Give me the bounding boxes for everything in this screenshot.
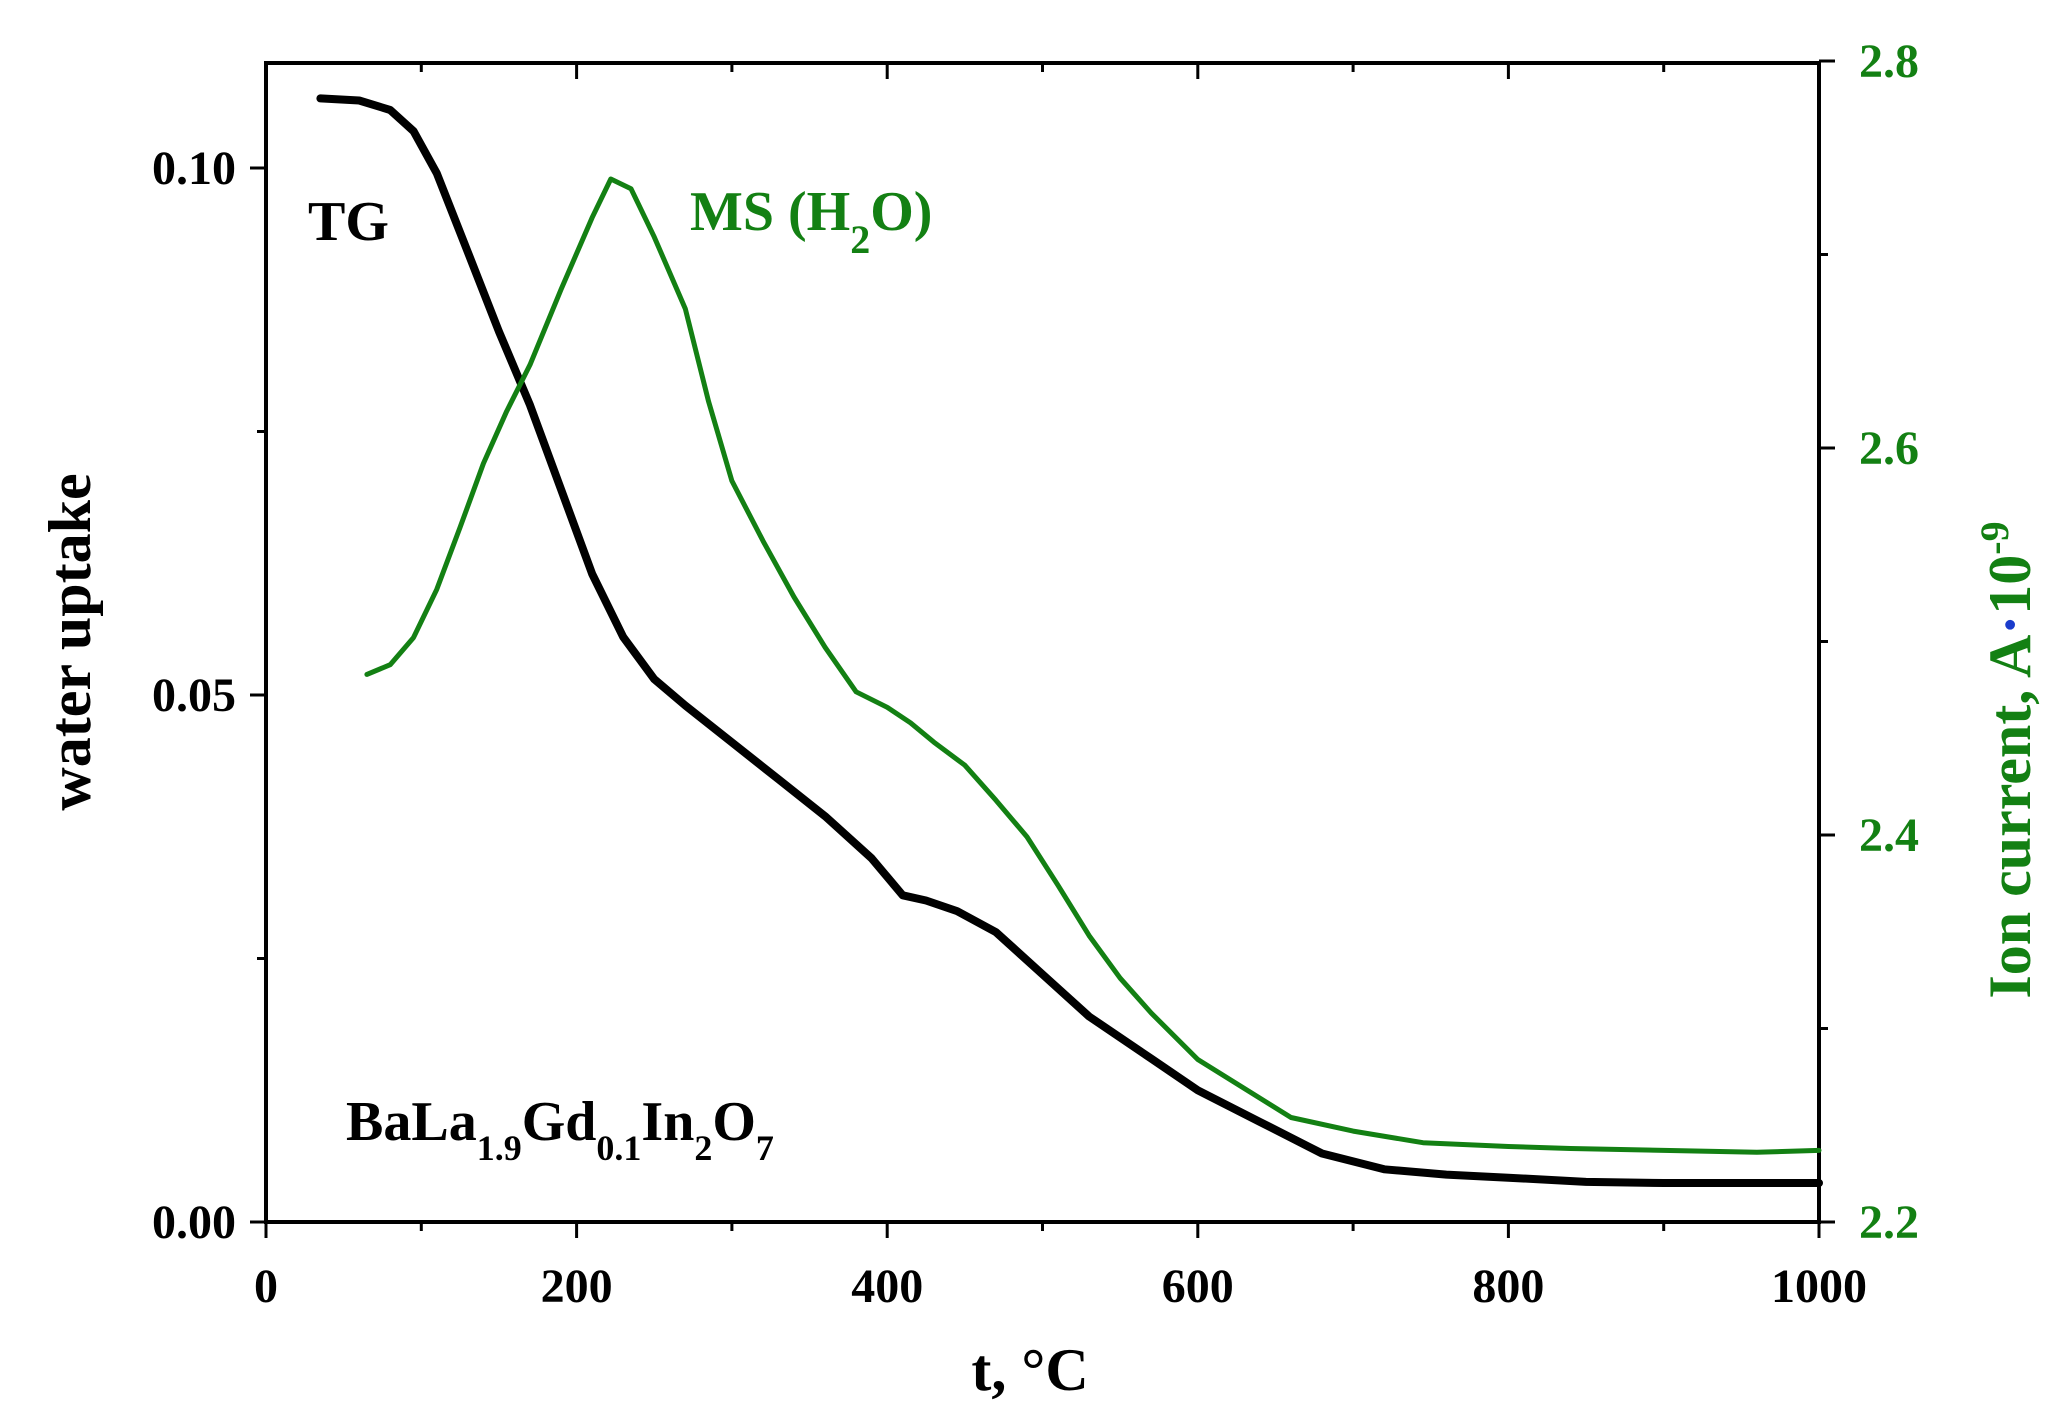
x-tick-label: 800	[1472, 1260, 1544, 1313]
x-tick-label: 1000	[1771, 1260, 1867, 1313]
y-axis-label-right: Ion current, A·10-9	[1972, 521, 2044, 998]
sample-label: BaLa1.9Gd0.1In2O7	[346, 1091, 774, 1168]
series-label-ms: MS (H2O)	[690, 181, 932, 262]
y-right-tick-label: 2.2	[1859, 1196, 1919, 1249]
y-axis-label-left: water uptake	[37, 473, 103, 810]
x-axis-label: t, °C	[971, 1337, 1088, 1403]
y-right-tick-label: 2.4	[1859, 809, 1919, 862]
y-left-tick-label: 0.05	[152, 669, 236, 722]
x-tick-label: 400	[851, 1260, 923, 1313]
series-label-tg: TG	[308, 191, 389, 253]
x-tick-label: 200	[541, 1260, 613, 1313]
y-left-tick-label: 0.00	[152, 1196, 236, 1249]
y-right-tick-label: 2.6	[1859, 422, 1919, 475]
plot-frame	[264, 61, 1821, 1224]
y-left-tick-label: 0.10	[152, 142, 236, 195]
y-right-tick-label: 2.8	[1859, 35, 1919, 88]
x-tick-label: 600	[1162, 1260, 1234, 1313]
x-tick-label: 0	[254, 1260, 278, 1313]
series-line-tg	[316, 94, 1823, 1187]
series-line-ms	[364, 176, 1822, 1155]
